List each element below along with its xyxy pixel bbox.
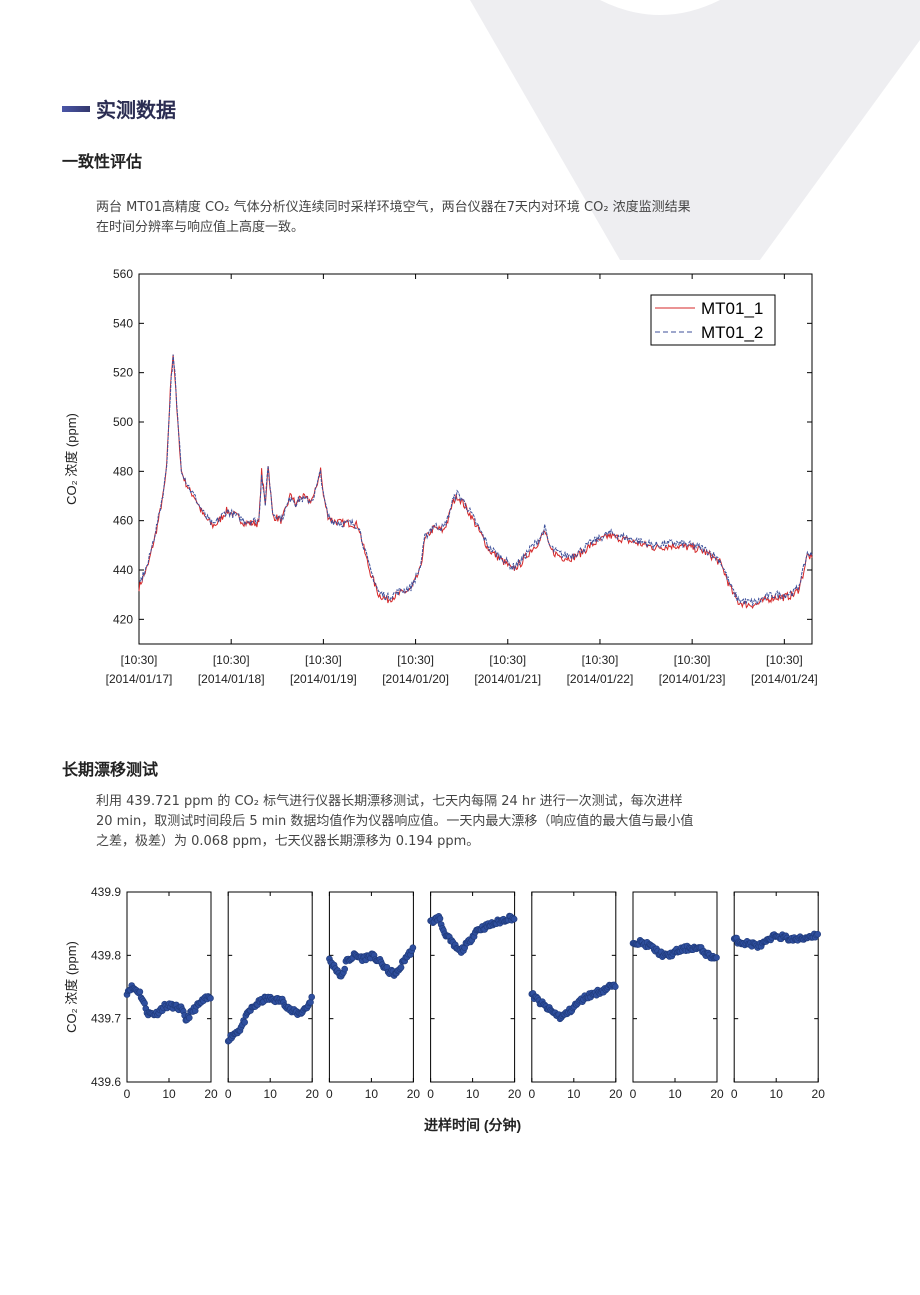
panel-frame bbox=[733, 891, 819, 1083]
x-tick-label: 10 bbox=[162, 1087, 176, 1101]
y-tick-label: 560 bbox=[113, 267, 133, 281]
paragraph-line: 利用 439.721 ppm 的 CO₂ 标气进行仪器长期漂移测试，七天内每隔 … bbox=[96, 794, 683, 809]
y-axis-label: CO₂ 浓度 (ppm) bbox=[64, 413, 79, 505]
x-tick-label: 10 bbox=[365, 1087, 379, 1101]
y-tick-label: 480 bbox=[113, 464, 133, 478]
y-axis-label: CO₂ 浓度 (ppm) bbox=[64, 941, 79, 1033]
data-point bbox=[713, 954, 720, 961]
section-bar-icon bbox=[62, 105, 90, 112]
data-point bbox=[136, 988, 144, 996]
drift-scatter-panels: 439.6 439.7 439.8 439.9 CO₂ 浓度 (ppm) 0 10 20 0 10… bbox=[64, 885, 826, 1133]
data-point bbox=[611, 983, 619, 990]
x-tick-date: [2014/01/21] bbox=[474, 672, 541, 686]
y-tick-label: 439.8 bbox=[91, 948, 121, 962]
x-tick-label: 0 bbox=[528, 1087, 535, 1101]
x-tick-label: 20 bbox=[204, 1087, 218, 1101]
x-tick-label: 10 bbox=[264, 1087, 278, 1101]
x-tick-label: 0 bbox=[630, 1087, 637, 1101]
y-tick-label: 520 bbox=[113, 366, 133, 380]
y-tick-label: 439.6 bbox=[91, 1075, 121, 1089]
panel-frame bbox=[126, 891, 212, 1083]
data-point bbox=[436, 915, 444, 922]
x-tick-date: [2014/01/23] bbox=[659, 672, 726, 686]
data-point bbox=[186, 1014, 193, 1022]
x-tick-date: [2014/01/17] bbox=[106, 672, 173, 686]
section-heading: 实测数据 bbox=[62, 94, 176, 123]
x-tick-date: [2014/01/24] bbox=[751, 672, 818, 686]
y-tick-label: 420 bbox=[113, 612, 133, 626]
drift-title: 长期漂移测试 bbox=[62, 760, 159, 779]
x-tick-time: [10:30] bbox=[121, 653, 158, 667]
x-tick-label: 10 bbox=[668, 1087, 682, 1101]
paragraph-line: 在时间分辨率与响应值上高度一致。 bbox=[96, 220, 305, 235]
x-tick-label: 20 bbox=[812, 1087, 826, 1101]
panel-frame bbox=[227, 891, 313, 1083]
x-tick-label: 10 bbox=[466, 1087, 480, 1101]
x-tick-time: [10:30] bbox=[397, 653, 434, 667]
x-tick-date: [2014/01/18] bbox=[198, 672, 265, 686]
y-tick-label: 460 bbox=[113, 514, 133, 528]
x-tick-label: 20 bbox=[306, 1087, 320, 1101]
x-tick-label: 0 bbox=[225, 1087, 232, 1101]
x-tick-label: 20 bbox=[508, 1087, 522, 1101]
paragraph-line: 两台 MT01高精度 CO₂ 气体分析仪连续同时采样环境空气，两台仪器在7天内对… bbox=[96, 200, 691, 215]
data-point bbox=[141, 1000, 148, 1007]
x-tick-label: 0 bbox=[427, 1087, 434, 1101]
y-tick-label: 439.7 bbox=[91, 1012, 121, 1026]
x-tick-label: 20 bbox=[407, 1087, 421, 1101]
x-tick-time: [10:30] bbox=[213, 653, 250, 667]
x-tick-date: [2014/01/20] bbox=[382, 672, 449, 686]
paragraph-line: 20 min，取测试时间段后 5 min 数据均值作为仪器响应值。一天内最大漂移… bbox=[96, 814, 694, 829]
x-tick-time: [10:30] bbox=[489, 653, 526, 667]
x-tick-time: [10:30] bbox=[305, 653, 342, 667]
data-point bbox=[308, 993, 316, 1001]
data-point bbox=[341, 965, 349, 973]
y-tick-label: 439.9 bbox=[91, 885, 121, 899]
x-tick-date: [2014/01/22] bbox=[567, 672, 634, 686]
data-point bbox=[241, 1019, 248, 1026]
x-tick-label: 0 bbox=[326, 1087, 333, 1101]
x-tick-label: 0 bbox=[124, 1087, 131, 1101]
x-tick-label: 10 bbox=[770, 1087, 784, 1101]
data-point bbox=[814, 930, 822, 938]
data-point bbox=[409, 944, 417, 951]
x-axis-label: 进样时间 (分钟) bbox=[424, 1117, 521, 1133]
x-tick-label: 20 bbox=[710, 1087, 724, 1101]
co2-line-chart: 420 440 460 480 500 520 540 560 [10:30] [2014/01/… bbox=[64, 267, 818, 686]
y-tick-label: 440 bbox=[113, 563, 133, 577]
legend-label: MT01_1 bbox=[701, 299, 763, 318]
consistency-title: 一致性评估 bbox=[62, 152, 143, 171]
x-tick-date: [2014/01/19] bbox=[290, 672, 357, 686]
y-tick-label: 540 bbox=[113, 316, 133, 330]
x-tick-time: [10:30] bbox=[766, 653, 803, 667]
legend-box bbox=[650, 294, 776, 346]
data-point bbox=[510, 915, 518, 923]
x-tick-label: 10 bbox=[567, 1087, 581, 1101]
paragraph-line: 之差，极差）为 0.068 ppm，七天仪器长期漂移为 0.194 ppm。 bbox=[96, 834, 480, 849]
data-point bbox=[207, 994, 214, 1002]
x-tick-label: 0 bbox=[731, 1087, 738, 1101]
series-line-MT01_2 bbox=[138, 354, 813, 607]
consistency-paragraph: 两台 MT01高精度 CO₂ 气体分析仪连续同时采样环境空气，两台仪器在7天内对… bbox=[96, 198, 816, 238]
x-tick-time: [10:30] bbox=[674, 653, 711, 667]
y-tick-label: 500 bbox=[113, 415, 133, 429]
x-tick-time: [10:30] bbox=[582, 653, 619, 667]
legend-label: MT01_2 bbox=[701, 323, 763, 342]
x-tick-label: 20 bbox=[609, 1087, 623, 1101]
panel-frame bbox=[632, 891, 718, 1083]
data-point bbox=[397, 964, 405, 971]
drift-paragraph: 利用 439.721 ppm 的 CO₂ 标气进行仪器长期漂移测试，七天内每隔 … bbox=[96, 792, 816, 852]
panel-frame bbox=[328, 891, 414, 1083]
section-title: 实测数据 bbox=[96, 98, 176, 122]
